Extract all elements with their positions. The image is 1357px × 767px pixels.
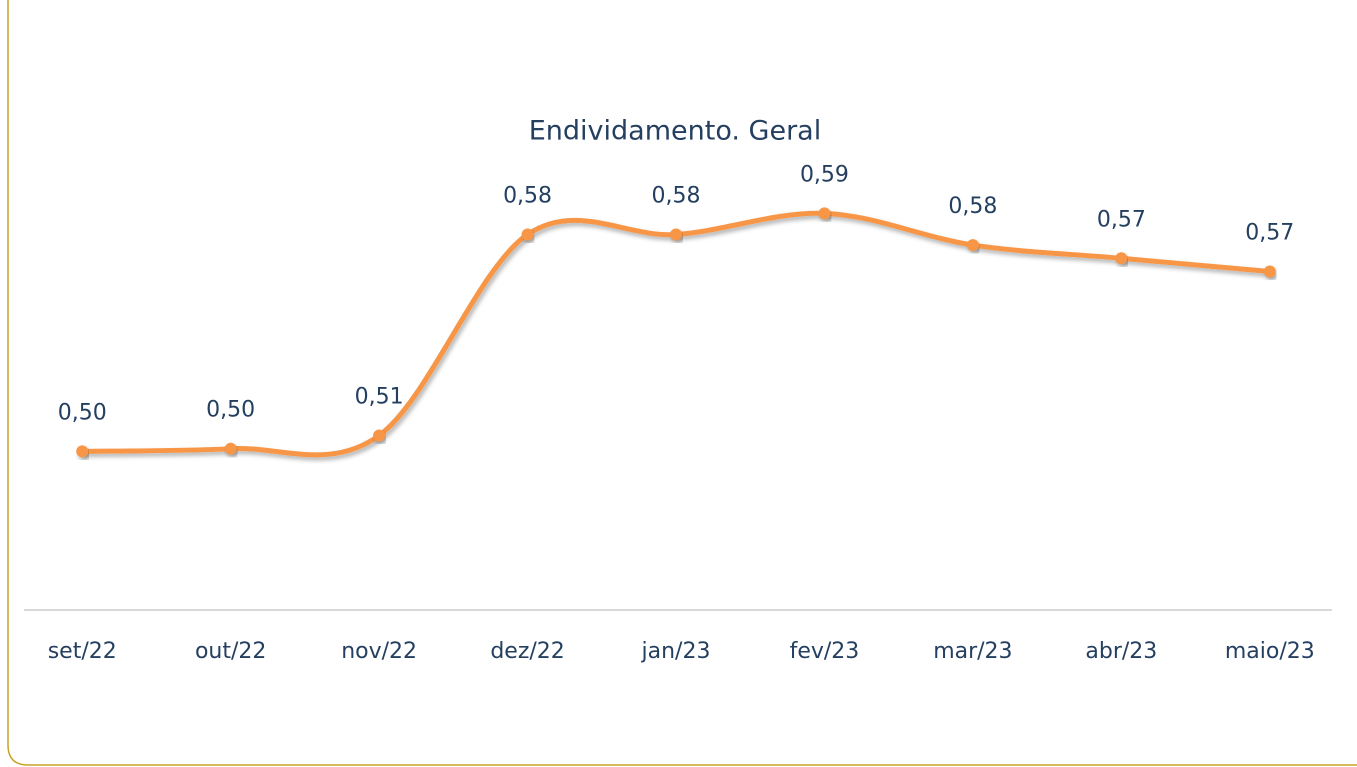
x-tick-label: dez/22 <box>490 639 564 664</box>
x-tick-label: jan/23 <box>641 639 711 664</box>
x-tick-label: maio/23 <box>1225 639 1315 664</box>
data-label: 0,57 <box>1245 221 1294 246</box>
data-point <box>1263 265 1276 278</box>
series-line <box>79 210 1273 458</box>
plot: set/22 out/22 nov/22 dez/22 jan/23 fev/23 mar/… <box>48 162 1315 664</box>
data-label: 0,57 <box>1097 207 1146 232</box>
data-point <box>1115 252 1128 265</box>
data-point <box>373 429 386 442</box>
data-point <box>818 207 831 220</box>
x-tick-label: mar/23 <box>933 639 1012 664</box>
data-point <box>670 228 682 241</box>
chart-title: Endividamento. Geral <box>529 116 821 147</box>
data-label: 0,58 <box>503 183 552 208</box>
data-label: 0,59 <box>800 162 849 187</box>
x-tick-label: nov/22 <box>341 639 417 664</box>
data-point <box>521 228 534 241</box>
x-tick-label: abr/23 <box>1085 639 1157 664</box>
x-tick-label: fev/23 <box>790 639 860 664</box>
data-point <box>76 445 89 458</box>
data-point <box>966 239 979 252</box>
data-label: 0,50 <box>58 400 107 425</box>
data-point <box>224 442 237 455</box>
data-label: 0,58 <box>948 194 997 219</box>
data-label: 0,50 <box>206 398 255 423</box>
frame <box>7 0 1357 766</box>
data-label: 0,58 <box>652 183 701 208</box>
x-tick-label: set/22 <box>48 639 117 664</box>
data-label: 0,51 <box>355 384 404 409</box>
x-tick-label: out/22 <box>195 639 266 664</box>
